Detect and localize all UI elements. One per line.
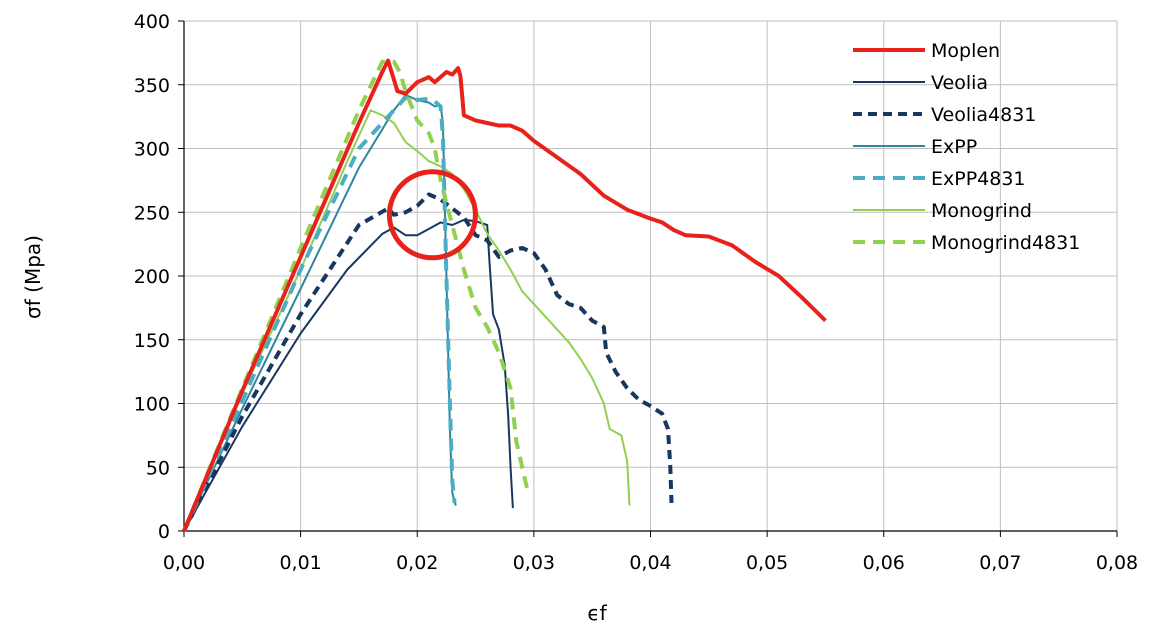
x-axis-title: ϵf (587, 601, 607, 625)
y-tick-label: 100 (134, 394, 170, 416)
x-tick-label: 0,03 (513, 552, 555, 574)
series-line-veolia4831 (182, 192, 674, 532)
y-tick-label: 150 (134, 330, 170, 352)
legend-label-moplen: Moplen (931, 40, 1000, 62)
y-tick-label: 250 (134, 202, 170, 224)
legend-label-monogrind: Monogrind (931, 200, 1032, 222)
y-tick-label: 200 (134, 266, 170, 288)
y-tick-label: 400 (134, 11, 170, 33)
y-axis-title: σf (Mpa) (21, 235, 45, 319)
y-tick-label: 0 (158, 521, 170, 543)
y-tick-label: 50 (146, 457, 170, 479)
series-lines (182, 58, 827, 532)
series-line-monogrind (183, 109, 631, 532)
x-tick-label: 0,08 (1096, 552, 1138, 574)
series-line-expp4831 (182, 95, 457, 532)
legend-label-veolia4831: Veolia4831 (931, 104, 1036, 126)
series-line-expp (183, 93, 457, 532)
legend-label-monogrind4831: Monogrind4831 (931, 232, 1080, 254)
axes (178, 20, 1118, 537)
legend: Moplen Veolia Veolia4831 ExPP ExPP4831 Monogr… (853, 40, 1080, 254)
x-tick-label: 0,05 (746, 552, 788, 574)
x-tick-label: 0,04 (629, 552, 671, 574)
tick-labels: 0 50 100 150 200 250 300 350 400 0,00 0,01 0,02 0,03… (134, 11, 1138, 574)
series-line-veolia (183, 218, 514, 532)
x-tick-label: 0,01 (279, 552, 321, 574)
annotations (386, 169, 478, 261)
x-tick-label: 0,02 (396, 552, 438, 574)
grid (184, 20, 1118, 531)
legend-label-veolia: Veolia (931, 72, 988, 94)
legend-label-expp: ExPP (931, 136, 977, 158)
highlight-circle (386, 169, 478, 261)
x-tick-label: 0,06 (863, 552, 905, 574)
series-line-moplen (182, 58, 827, 532)
y-tick-label: 350 (134, 75, 170, 97)
x-tick-label: 0,07 (979, 552, 1021, 574)
x-tick-label: 0,00 (163, 552, 205, 574)
legend-label-expp4831: ExPP4831 (931, 168, 1026, 190)
y-tick-label: 300 (134, 139, 170, 161)
